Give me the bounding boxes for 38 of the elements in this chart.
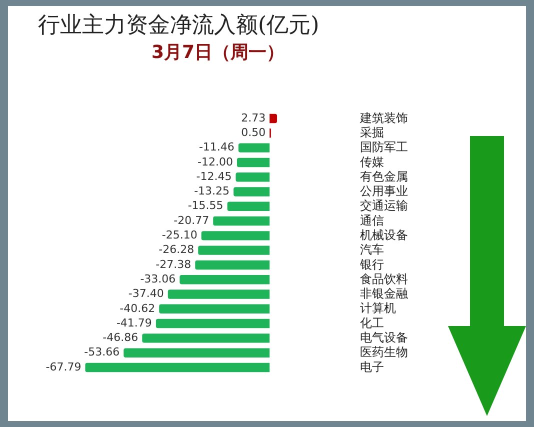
y-tick-label: 电子 [360, 360, 384, 374]
data-label: -67.79 [46, 360, 82, 374]
y-tick-label: 建筑装饰 [359, 110, 408, 125]
chart-subtitle: 3月7日（周一） [150, 41, 286, 64]
y-tick-label: 机械设备 [360, 228, 408, 242]
data-label: -40.62 [120, 302, 156, 315]
data-label: -37.40 [128, 287, 164, 300]
y-tick-label: 有色金属 [360, 169, 408, 184]
y-tick-label: 公用事业 [360, 184, 408, 198]
data-label: -20.77 [174, 214, 210, 227]
y-tick-label: 非银金融 [360, 286, 408, 301]
y-tick-label: 化工 [360, 316, 384, 330]
y-tick-label: 交通运输 [360, 198, 408, 213]
y-tick-label: 采掘 [360, 125, 384, 140]
y-tick-label: 国防军工 [360, 140, 408, 154]
data-label: 0.50 [241, 126, 266, 140]
data-label: -26.28 [158, 243, 194, 256]
data-label: -25.10 [162, 228, 198, 242]
data-label: -11.46 [198, 140, 234, 154]
y-tick-label: 食品饮料 [360, 272, 408, 286]
y-tick-label: 计算机 [360, 301, 396, 316]
y-tick-label: 银行 [359, 257, 384, 272]
data-label: -41.79 [116, 316, 152, 330]
data-label: -53.66 [84, 346, 120, 359]
chart-title: 行业主力资金净流入额(亿元) [38, 12, 320, 40]
y-tick-label: 通信 [360, 213, 384, 228]
data-label: -33.06 [140, 272, 176, 286]
data-label: -12.00 [197, 155, 233, 168]
data-label: -13.25 [194, 184, 230, 198]
data-label: -27.38 [156, 258, 192, 271]
data-label: -46.86 [102, 331, 138, 344]
y-tick-label: 电气设备 [360, 330, 408, 344]
y-tick-label: 汽车 [360, 242, 384, 257]
y-tick-label: 医药生物 [360, 345, 408, 360]
data-label: -12.45 [196, 170, 232, 183]
y-tick-label: 传媒 [360, 154, 384, 169]
data-label: 2.73 [241, 111, 266, 124]
data-label: -15.55 [188, 199, 224, 212]
